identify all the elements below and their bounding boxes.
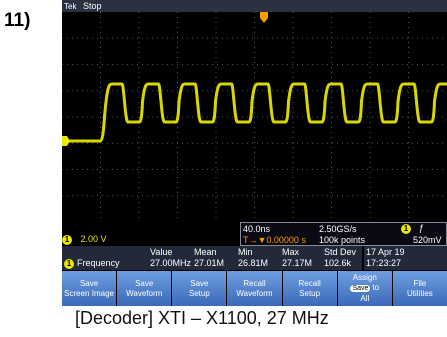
measurement-value: 27.17M — [282, 258, 313, 268]
measurement-header: Max — [282, 247, 300, 257]
menu-button[interactable]: Assign Save to All — [337, 271, 392, 306]
menu-button[interactable]: Save Setup — [172, 271, 227, 306]
measurement-name: Frequency — [77, 258, 120, 268]
run-state: Stop — [82, 1, 102, 11]
trigger-badge: 1 — [401, 224, 411, 234]
measurement-value: 102.6k — [324, 258, 352, 268]
button-text: Save — [190, 278, 209, 288]
date: 17 Apr 19 — [366, 247, 405, 257]
trigger-slope: ƒ — [419, 223, 425, 233]
button-text: Setup — [188, 288, 210, 298]
measurement-value: 26.81M — [238, 258, 269, 268]
caption: [Decoder] XTI – X1100, 27 MHz — [75, 308, 329, 328]
time-scale: 40.0ns — [243, 224, 271, 234]
button-text: Waveform — [236, 288, 273, 298]
button-text: Assign — [352, 273, 377, 282]
time: 17:23:27 — [366, 258, 402, 268]
measurement-header: Min — [238, 247, 253, 257]
acquisition-box: 40.0ns 2.50GS/s 1 ƒ T→▼0.00000 s 100k po… — [240, 222, 447, 246]
menu-button[interactable]: File Utilities — [392, 271, 447, 306]
button-text: Recall — [243, 278, 266, 288]
measurement-badge: 1 — [64, 259, 74, 269]
button-text: Save — [79, 278, 99, 288]
measurement-header: Std Dev — [324, 247, 357, 257]
button-text: Utilities — [407, 288, 433, 298]
menu-button[interactable]: Recall Setup — [282, 271, 337, 306]
graticule — [62, 12, 447, 222]
button-text: Recall — [298, 278, 321, 288]
trigger-position: T→▼0.00000 s — [243, 235, 306, 245]
record-length: 100k points — [319, 235, 366, 245]
measurement-value: 27.01M — [194, 258, 225, 268]
sample-rate: 2.50GS/s — [319, 224, 357, 234]
scope-screen: Tek Stop 1 2.00 V 40.0ns 2.50GS/s 1 ƒ T→… — [62, 0, 447, 306]
button-text: Setup — [299, 288, 321, 298]
figure-label: 11) — [4, 10, 31, 31]
menu-button[interactable]: Recall Waveform — [227, 271, 282, 306]
measurement-header: Value — [150, 247, 173, 257]
button-bar: Save Screen Image Save Waveform Save Setup Rec… — [62, 271, 447, 306]
menu-button[interactable]: Save Waveform — [117, 271, 172, 306]
trigger-level: 520mV — [413, 235, 442, 245]
button-text: to — [372, 283, 380, 292]
date-time: 17 Apr 19 17:23:27 — [364, 246, 447, 270]
button-text: File — [413, 278, 427, 288]
button-text: Waveform — [126, 288, 163, 298]
trigger-marker — [260, 12, 268, 23]
button-chip: Save — [350, 285, 371, 292]
button-text: Save — [135, 278, 154, 288]
button-row: Save to — [338, 283, 392, 294]
channel-scale: 2.00 V — [80, 234, 107, 244]
brand: Tek — [64, 2, 77, 11]
measurement-table: Value Mean Min Max Std Dev 1 Frequency 27.00MHz… — [62, 246, 362, 270]
measurement-value: 27.00MHz — [150, 258, 192, 268]
button-text: All — [360, 294, 370, 303]
channel-readout: 1 2.00 V — [62, 234, 107, 245]
status-bar: Tek Stop — [62, 0, 447, 12]
waveform — [62, 82, 447, 143]
button-text: Screen Image — [64, 288, 114, 298]
measurement-header: Mean — [194, 247, 217, 257]
menu-button[interactable]: Save Screen Image — [62, 271, 117, 306]
channel-badge: 1 — [62, 235, 72, 245]
